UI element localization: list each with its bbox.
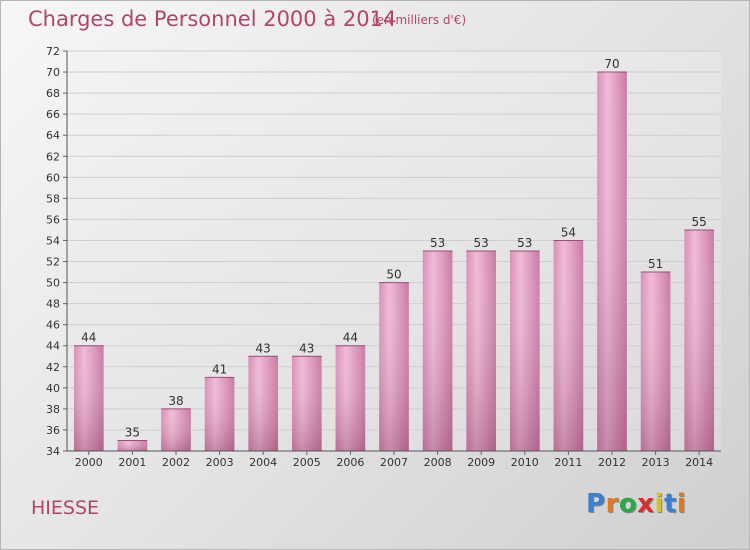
bar-shade bbox=[684, 229, 715, 451]
y-tick-label: 36 bbox=[46, 424, 60, 437]
logo-letter: P bbox=[586, 489, 606, 519]
data-label: 53 bbox=[474, 236, 489, 250]
axes: 34 36 38 40 42 44 46 48 50 52 54 56 58 60 62 64 66 68 70 72… bbox=[46, 45, 721, 469]
chart-subtitle: (en milliers d'€) bbox=[372, 13, 467, 27]
y-tick-label: 68 bbox=[46, 87, 60, 100]
commune-name: HIESSE bbox=[31, 497, 100, 519]
data-label: 50 bbox=[386, 268, 401, 282]
y-tick-label: 46 bbox=[46, 319, 60, 332]
x-tick-label: 2008 bbox=[424, 456, 452, 469]
data-label: 51 bbox=[648, 257, 663, 271]
proxiti-logo: Proxiti bbox=[586, 489, 686, 519]
y-tick-label: 44 bbox=[46, 340, 60, 353]
y-tick-label: 52 bbox=[46, 256, 60, 269]
x-tick-label: 2000 bbox=[75, 456, 103, 469]
logo-letter: i bbox=[676, 489, 687, 519]
x-tick-label: 2011 bbox=[554, 456, 582, 469]
y-tick-label: 60 bbox=[46, 171, 60, 184]
y-tick-label: 50 bbox=[46, 277, 60, 290]
y-tick-label: 58 bbox=[46, 192, 60, 205]
bar-shade bbox=[640, 272, 671, 451]
y-tick-label: 62 bbox=[46, 150, 60, 163]
data-label: 38 bbox=[168, 394, 183, 408]
data-label: 54 bbox=[561, 225, 576, 239]
x-tick-label: 2001 bbox=[118, 456, 146, 469]
bar-shade bbox=[335, 345, 366, 451]
logo-letter: o bbox=[618, 489, 638, 519]
bar-shade bbox=[204, 377, 235, 451]
logo-letter: x bbox=[637, 489, 655, 519]
data-label: 44 bbox=[81, 331, 96, 345]
x-tick-label: 2006 bbox=[336, 456, 364, 469]
bar-shade bbox=[73, 345, 104, 451]
data-label: 55 bbox=[692, 215, 707, 229]
bar-shade bbox=[117, 440, 148, 451]
x-tick-label: 2002 bbox=[162, 456, 190, 469]
data-label: 53 bbox=[517, 236, 532, 250]
bar-shade bbox=[553, 240, 584, 451]
data-label: 53 bbox=[430, 236, 445, 250]
bar-shade bbox=[466, 251, 497, 451]
x-tick-label: 2007 bbox=[380, 456, 408, 469]
x-tick-label: 2004 bbox=[249, 456, 277, 469]
x-tick-label: 2012 bbox=[598, 456, 626, 469]
y-tick-label: 40 bbox=[46, 382, 60, 395]
y-tick-label: 34 bbox=[46, 445, 60, 458]
y-tick-label: 56 bbox=[46, 213, 60, 226]
chart-title: Charges de Personnel 2000 à 2014 bbox=[28, 7, 397, 31]
y-tick-label: 42 bbox=[46, 361, 60, 374]
bar-shade bbox=[422, 251, 453, 451]
y-tick-label: 48 bbox=[46, 298, 60, 311]
x-tick-label: 2010 bbox=[511, 456, 539, 469]
data-label: 43 bbox=[256, 341, 271, 355]
y-tick-label: 72 bbox=[46, 45, 60, 58]
bar-shade bbox=[248, 356, 279, 451]
bar-shade bbox=[291, 356, 322, 451]
y-tick-label: 54 bbox=[46, 234, 60, 247]
x-tick-label: 2009 bbox=[467, 456, 495, 469]
bar-shade bbox=[597, 72, 627, 451]
x-tick-label: 2003 bbox=[206, 456, 234, 469]
data-label: 44 bbox=[343, 331, 358, 345]
y-tick-label: 66 bbox=[46, 108, 60, 121]
y-tick-label: 38 bbox=[46, 403, 60, 416]
x-tick-label: 2013 bbox=[642, 456, 670, 469]
logo-letter: i bbox=[654, 489, 664, 519]
x-tick-label: 2014 bbox=[685, 456, 713, 469]
y-tick-label: 64 bbox=[46, 129, 60, 142]
bars: 44 35 38 41 43 43 44 50 53 53 53 54 70 51 55 bbox=[73, 57, 715, 451]
bar-shade bbox=[509, 251, 540, 451]
bar-shade bbox=[379, 282, 409, 451]
data-label: 70 bbox=[604, 57, 619, 71]
data-label: 41 bbox=[212, 362, 227, 376]
y-tick-label: 70 bbox=[46, 66, 60, 79]
logo-letter: t bbox=[663, 489, 677, 519]
x-tick-label: 2005 bbox=[293, 456, 321, 469]
data-label: 43 bbox=[299, 341, 314, 355]
data-label: 35 bbox=[125, 425, 140, 439]
logo-letter: r bbox=[605, 489, 619, 519]
bar-shade bbox=[161, 408, 191, 451]
